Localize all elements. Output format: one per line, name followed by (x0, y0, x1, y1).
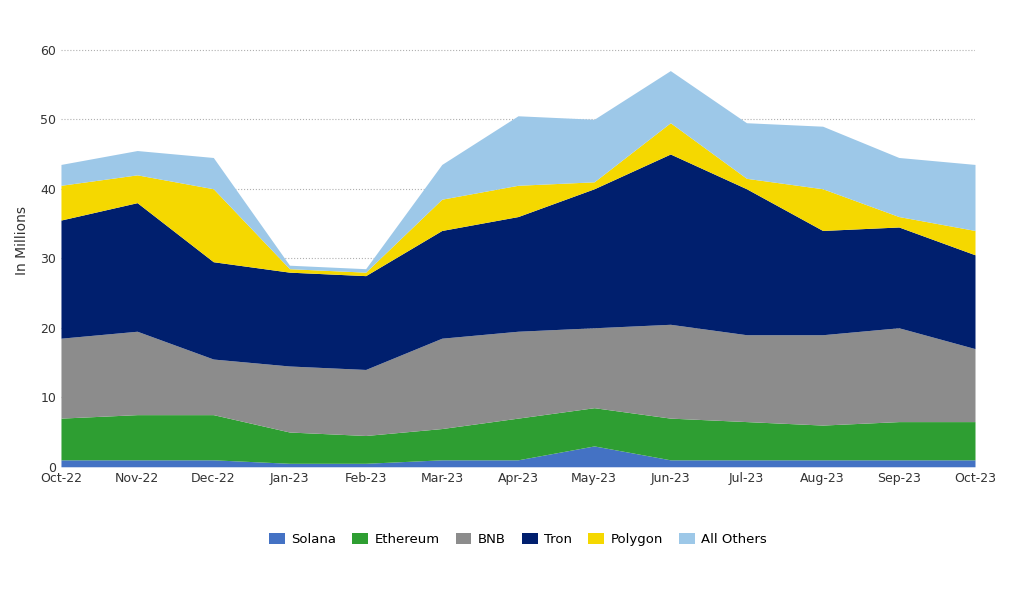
Legend: Solana, Ethereum, BNB, Tron, Polygon, All Others: Solana, Ethereum, BNB, Tron, Polygon, Al… (264, 527, 772, 551)
Y-axis label: In Millions: In Millions (15, 207, 29, 275)
